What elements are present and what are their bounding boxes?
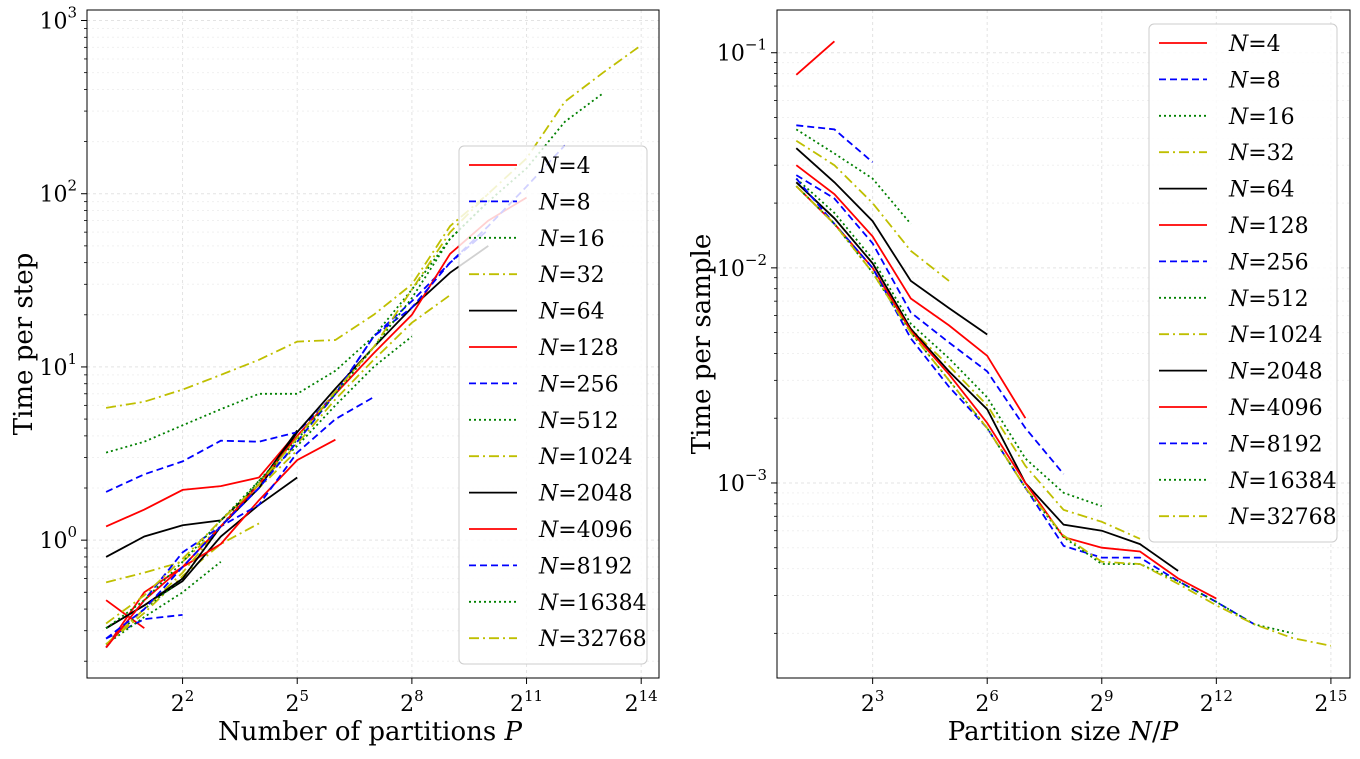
series-line-extra (105, 449, 298, 584)
legend-label: N=4096 (538, 518, 633, 543)
y-tick-label: 102 (39, 177, 77, 208)
x-ticks-right: 23 26 29 212 215 (861, 678, 1347, 717)
x-tick-label: 29 (1090, 687, 1114, 717)
legend-left: N=4 N=8 N=16 N=32 N=64 N=128 N=256 N=512 N=1024 N… (458, 145, 648, 665)
series-line-N8 (796, 124, 874, 163)
legend-box (458, 145, 648, 665)
legend-right: N=4 N=8 N=16 N=32 N=64 N=128 N=256 N=512 N=1024 N… (1148, 23, 1338, 543)
legend-label: N=512 (1228, 287, 1309, 312)
legend-label: N=32768 (1228, 505, 1337, 530)
series-line-N256 (795, 174, 1065, 475)
legend-label: N=256 (538, 372, 619, 397)
x-axis-label-left: Number of partitions P (218, 717, 523, 747)
y-tick-label: 10−1 (717, 36, 767, 67)
legend-label: N=8192 (538, 554, 633, 579)
series-line-N512 (105, 335, 413, 646)
legend-label: N=512 (538, 409, 619, 434)
series-line-N128 (795, 164, 1027, 419)
series-lines-left (105, 44, 642, 649)
legend-label: N=32 (1228, 141, 1295, 166)
x-tick-label: 28 (400, 687, 424, 717)
series-line-N8192 (795, 178, 1255, 626)
series-line-N16384 (795, 185, 1293, 635)
y-ticks-left: 100 101 102 103 (39, 4, 87, 662)
plot-frame-right (776, 9, 1351, 679)
x-tick-label: 26 (975, 687, 999, 717)
series-line-N256 (105, 396, 375, 649)
legend-label: N=2048 (538, 482, 633, 507)
series-line-N4 (105, 599, 145, 629)
legend-label: N=64 (1228, 178, 1295, 203)
series-line-extra (105, 431, 298, 528)
grid-right (777, 10, 1350, 678)
legend-label: N=256 (1228, 250, 1309, 275)
series-line-extra (105, 429, 298, 558)
x-tick-label: 214 (625, 687, 658, 717)
legend-label: N=8 (538, 190, 591, 215)
x-tick-label: 22 (171, 687, 195, 717)
legend-label: N=8 (1228, 68, 1281, 93)
panel-right: 23 26 29 212 215 10−3 10−2 10−1 Partition size… (687, 9, 1351, 747)
x-tick-label: 212 (1200, 687, 1233, 717)
series-line-N32768 (105, 44, 642, 625)
series-line-N4 (795, 40, 835, 76)
legend-label: N=1024 (538, 445, 633, 470)
x-tick-label: 215 (1314, 687, 1347, 717)
series-line-N16 (105, 561, 222, 646)
legend-box (1148, 23, 1338, 543)
x-axis-label-right: Partition size N/P (948, 717, 1179, 747)
x-ticks-left: 22 25 28 211 214 (171, 678, 658, 717)
legend-label: N=16 (538, 227, 605, 252)
legend-label: N=1024 (1228, 323, 1323, 348)
y-axis-label-left: Time per step (9, 253, 39, 436)
x-tick-label: 25 (285, 687, 309, 717)
series-line-N4096 (105, 196, 527, 649)
series-line-N512 (795, 177, 1103, 508)
y-tick-label: 103 (39, 4, 77, 35)
legend-label: N=64 (538, 300, 605, 325)
y-tick-label: 100 (39, 523, 77, 554)
series-line-N32768 (795, 185, 1332, 647)
series-line-N1024 (795, 181, 1141, 540)
series-line-N128 (105, 438, 336, 649)
legend-label: N=4 (538, 154, 591, 179)
legend-label: N=2048 (1228, 360, 1323, 385)
legend-label: N=16384 (538, 591, 647, 616)
legend-label: N=128 (538, 336, 619, 361)
y-axis-label-right: Time per sample (687, 234, 717, 455)
plot-frame-left (86, 9, 660, 679)
x-tick-label: 23 (861, 687, 885, 717)
legend-label: N=32 (538, 263, 605, 288)
series-line-N2048 (795, 181, 1179, 572)
legend-label: N=16 (1228, 105, 1295, 130)
panel-left: 22 25 28 211 214 100 101 102 103 Number of part… (9, 4, 660, 747)
y-ticks-right: 10−3 10−2 10−1 (717, 36, 777, 634)
y-tick-label: 101 (39, 350, 77, 381)
series-line-extra (105, 193, 489, 409)
series-line-N16384 (105, 92, 604, 629)
legend-label: N=128 (1228, 214, 1309, 239)
x-tick-label: 211 (510, 687, 543, 717)
legend-label: N=16384 (1228, 469, 1337, 494)
legend-label: N=4096 (1228, 396, 1323, 421)
y-tick-label: 10−2 (717, 251, 767, 282)
series-line-N64 (795, 147, 988, 336)
series-line-N16 (795, 128, 912, 225)
series-line-N4096 (795, 185, 1217, 600)
legend-label: N=8192 (1228, 432, 1323, 457)
legend-label: N=32768 (538, 627, 647, 652)
series-lines-right (795, 40, 1332, 647)
series-line-N32 (105, 522, 260, 646)
legend-label: N=4 (1228, 32, 1281, 57)
y-tick-label: 10−3 (717, 466, 767, 497)
